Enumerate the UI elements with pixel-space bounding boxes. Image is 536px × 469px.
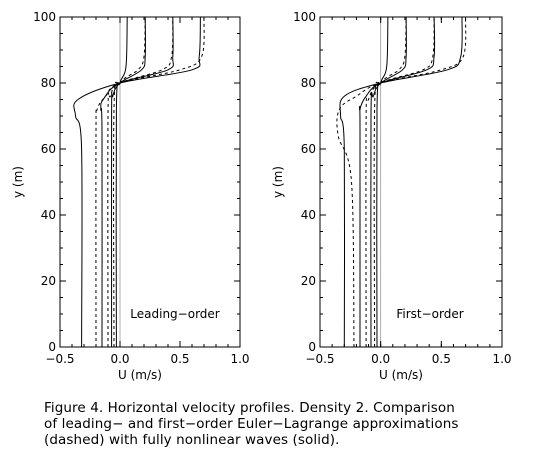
dashed-profile-line-7 [373, 16, 407, 348]
caption-line-2: of leading− and first−order Euler−Lagran… [44, 416, 459, 432]
x-tick-label: 0.5 [432, 352, 451, 366]
solid-profile-line-4 [115, 16, 128, 348]
x-tick-label: −0.5 [45, 352, 74, 366]
y-tick-label: 40 [41, 208, 56, 222]
figure-caption: Figure 4. Horizontal velocity profiles. … [44, 400, 514, 448]
y-tick-label: 100 [293, 10, 316, 24]
y-tick-label: 0 [308, 340, 316, 354]
y-tick-label: 20 [41, 274, 56, 288]
dashed-profile-line-5 [336, 16, 467, 348]
y-tick-label: 80 [301, 76, 316, 90]
y-axis-label: y (m) [271, 166, 285, 198]
dashed-profile-line-6 [107, 16, 174, 348]
panel-annotation: Leading−order [130, 307, 220, 321]
dashed-profile-line-5 [95, 16, 205, 348]
x-tick-label: 1.0 [230, 352, 249, 366]
y-tick-label: 0 [48, 340, 56, 354]
y-tick-label: 80 [41, 76, 56, 90]
solid-profile-line-3 [370, 16, 407, 348]
panel-annotation: First−order [396, 307, 463, 321]
solid-profile-line-1 [73, 16, 201, 348]
x-tick-label: 0.5 [170, 352, 189, 366]
x-tick-label: −0.5 [305, 352, 334, 366]
solid-profile-line-1 [339, 16, 463, 348]
panel-1: −0.5 0.0 0.5 1.0 0 20 40 60 80 100 U (m/s) y (m) Lea… [11, 10, 250, 382]
dashed-profile-line-7 [113, 16, 146, 348]
x-tick-label: 0.0 [110, 352, 129, 366]
caption-line-3: (dashed) with fully nonlinear waves (sol… [44, 432, 340, 448]
plot-frame [59, 16, 241, 348]
y-tick-label: 20 [301, 274, 316, 288]
y-tick-label: 60 [301, 142, 316, 156]
x-tick-label: 1.0 [492, 352, 511, 366]
solid-profile-line-3 [111, 16, 146, 348]
y-axis-label: y (m) [11, 166, 25, 198]
plot-frame [319, 16, 503, 348]
y-tick-label: 60 [41, 142, 56, 156]
solid-profile-line-2 [359, 16, 436, 347]
panel-2: −0.5 0.0 0.5 1.0 0 20 40 60 80 100 U (m/s) y (m) Fir… [271, 10, 512, 382]
dashed-profile-line-6 [365, 16, 435, 348]
x-axis-label: U (m/s) [118, 368, 162, 382]
x-tick-label: 0.0 [371, 352, 390, 366]
y-tick-label: 100 [33, 10, 56, 24]
y-tick-label: 40 [301, 208, 316, 222]
caption-line-1: Figure 4. Horizontal velocity profiles. … [44, 400, 455, 416]
x-axis-label: U (m/s) [379, 368, 423, 382]
solid-profile-line-4 [376, 16, 389, 348]
